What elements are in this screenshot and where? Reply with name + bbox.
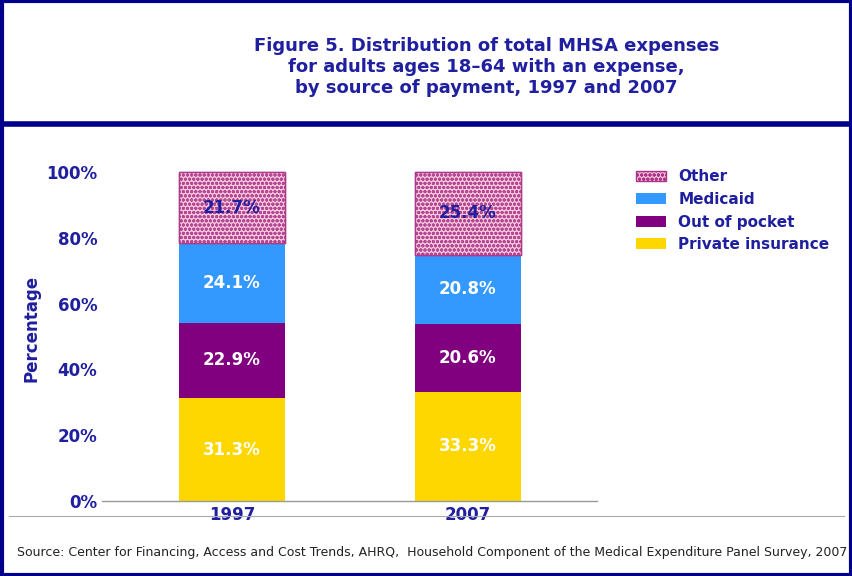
Text: 22.9%: 22.9%: [203, 351, 261, 369]
Bar: [179, 244, 285, 323]
Bar: [414, 255, 520, 324]
Bar: [179, 323, 285, 398]
Bar: [179, 398, 285, 501]
Legend: Other, Medicaid, Out of pocket, Private insurance: Other, Medicaid, Out of pocket, Private …: [629, 163, 835, 258]
Bar: [414, 172, 520, 255]
Bar: [414, 324, 520, 392]
Y-axis label: Percentage: Percentage: [23, 275, 41, 382]
Bar: [414, 172, 520, 255]
Text: 20.8%: 20.8%: [438, 281, 496, 298]
Text: Source: Center for Financing, Access and Cost Trends, AHRQ,  Household Component: Source: Center for Financing, Access and…: [17, 547, 846, 559]
Text: 31.3%: 31.3%: [203, 441, 261, 458]
Text: 20.6%: 20.6%: [438, 348, 496, 366]
Text: 21.7%: 21.7%: [203, 199, 261, 217]
Bar: [414, 392, 520, 501]
Bar: [179, 172, 285, 244]
Text: 24.1%: 24.1%: [203, 274, 261, 292]
Text: 33.3%: 33.3%: [438, 437, 496, 455]
Text: 25.4%: 25.4%: [438, 204, 496, 222]
Bar: [179, 172, 285, 244]
Text: Figure 5. Distribution of total MHSA expenses
for adults ages 18–64 with an expe: Figure 5. Distribution of total MHSA exp…: [253, 37, 718, 97]
